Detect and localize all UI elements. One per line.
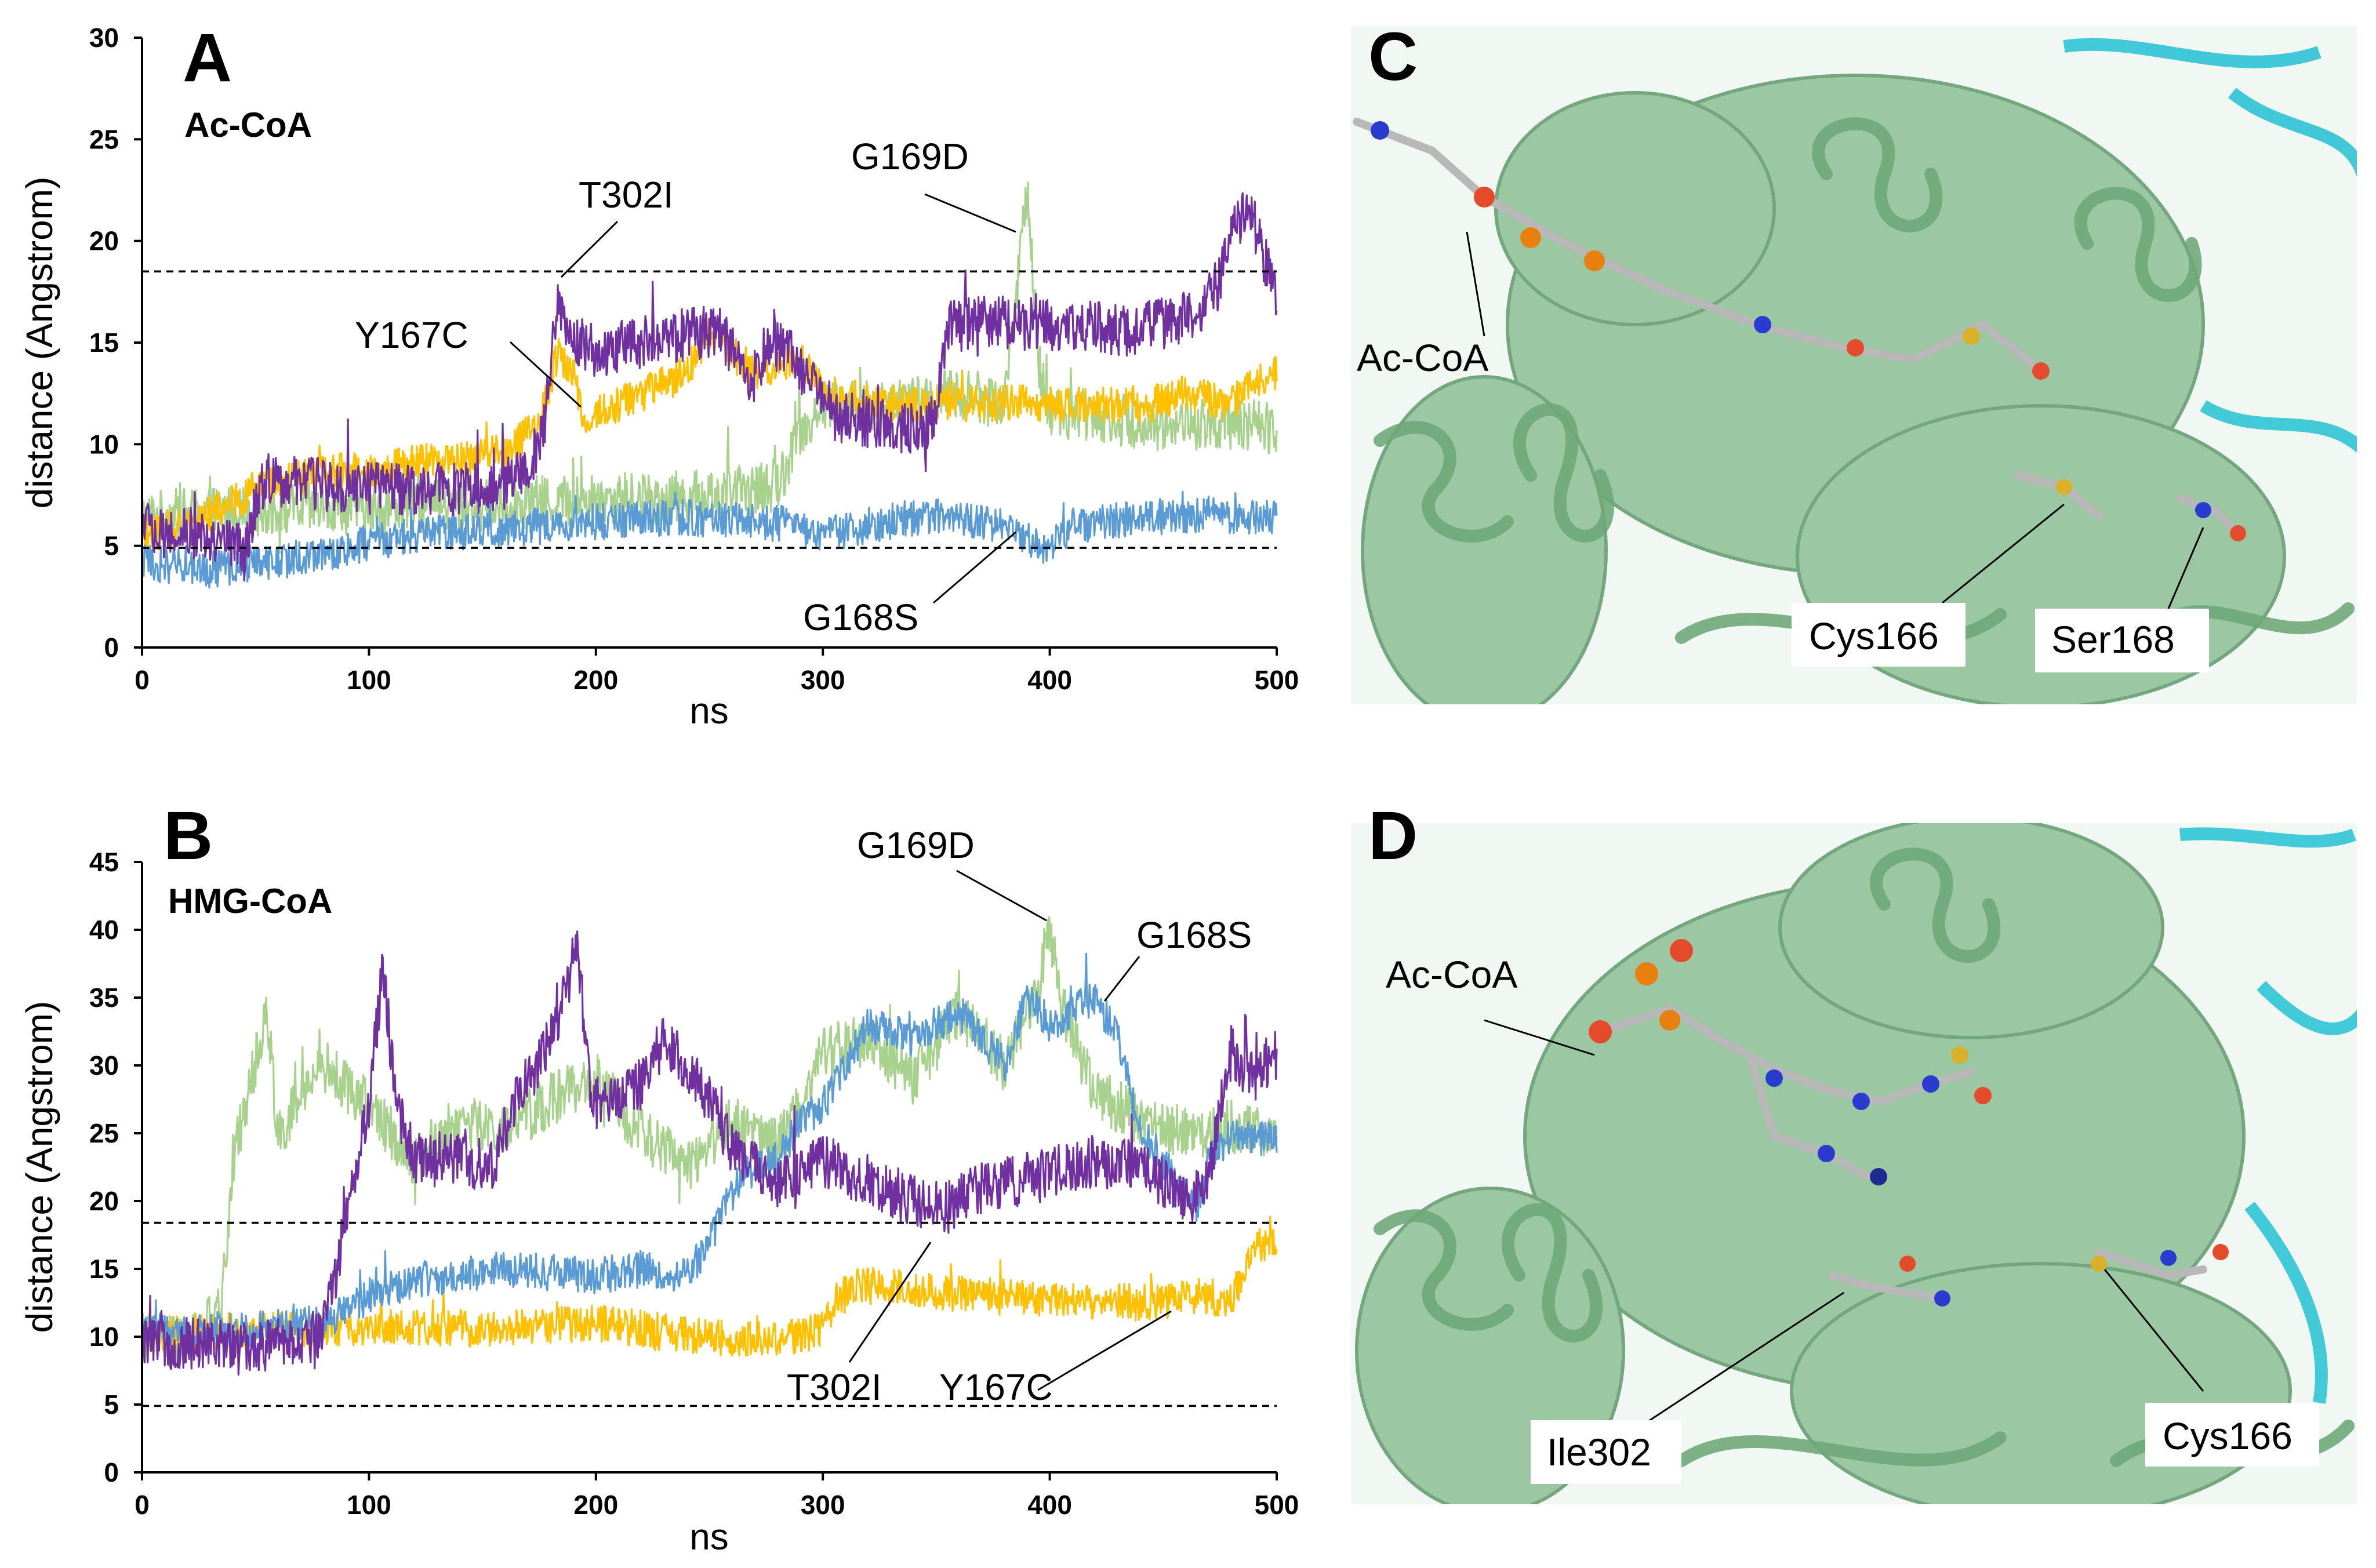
chart-b-xtick-label: 0 — [135, 1490, 150, 1520]
chart-b-ytick-label: 45 — [89, 847, 119, 877]
chart-b-ytick-label: 0 — [104, 1457, 119, 1487]
chart-a-ylabel: distance (Angstrom) — [19, 177, 60, 509]
panel-d-leader-cys — [2103, 1269, 2204, 1392]
chart-b-series-g169d — [141, 916, 1278, 1367]
chart-a-ytick-label: 15 — [89, 328, 119, 358]
chart-a-letter: A — [183, 20, 232, 96]
panel-c-label-acoa: Ac-CoA — [1357, 336, 1488, 379]
panel-c-leader-ser — [2167, 527, 2204, 609]
chart-b-ytick-label: 15 — [89, 1254, 119, 1284]
chart-b-leader-g168s — [1103, 956, 1140, 1002]
chart-b-xtick-label: 500 — [1255, 1490, 1299, 1520]
chart-b-xtick-label: 100 — [347, 1490, 391, 1520]
chart-b-leader-y167c — [1037, 1310, 1172, 1391]
chart-a-xtick-label: 200 — [573, 665, 618, 695]
chart-b-xtick-label: 300 — [801, 1490, 845, 1520]
panel-d-leader-acoa — [1484, 1019, 1595, 1056]
panel-c-leader-cys — [1942, 503, 2065, 604]
chart-a-leader-g169d — [924, 193, 1016, 233]
chart-a-label-g168s: G168S — [803, 596, 918, 638]
panel-c-letter: C — [1368, 19, 1418, 95]
chart-b-leader-g169d — [956, 870, 1047, 922]
chart-a-series — [141, 181, 1278, 589]
panel-d-label-cys166: Cys166 — [2163, 1414, 2293, 1457]
chart-b-leader-t302i — [848, 1242, 932, 1363]
chart-a-ytick-label: 20 — [89, 226, 119, 256]
chart-b-xtick-label: 400 — [1027, 1490, 1072, 1520]
chart-b: 0 100 200 300 400 500 0 5 10 15 20 25 30 35 40 45 dista… — [19, 798, 1299, 1558]
panel-d-label-acoa: Ac-CoA — [1386, 953, 1517, 996]
chart-a-xtick-label: 300 — [801, 665, 845, 695]
chart-b-ylabel: distance (Angstrom) — [19, 1001, 60, 1333]
chart-b-label-t302i: T302I — [787, 1366, 882, 1408]
chart-b-series — [141, 916, 1278, 1376]
chart-a-leader-y167c — [509, 341, 582, 408]
panel-d-letter: D — [1368, 798, 1418, 874]
chart-a-series-t302i — [141, 192, 1278, 582]
chart-b-series-y167c — [141, 1216, 1278, 1361]
chart-a-xtick-label: 500 — [1255, 665, 1299, 695]
chart-b-series-t302i — [141, 930, 1278, 1376]
chart-b-ytick-label: 35 — [89, 983, 119, 1013]
chart-a-ytick-label: 10 — [89, 429, 119, 459]
chart-b-ytick-label: 10 — [89, 1322, 119, 1352]
panel-d-label-ile302: Ile302 — [1547, 1431, 1651, 1474]
chart-a-label-y167c: Y167C — [355, 314, 468, 356]
chart-a-xtick-label: 100 — [347, 665, 391, 695]
chart-a-ytick-label: 5 — [104, 531, 119, 561]
chart-a-ytick-label: 30 — [89, 23, 119, 53]
panel-d-structure: Ac-CoA Ile302 Cys166 — [1351, 823, 2357, 1504]
panel-c-leader-acoa — [1466, 231, 1485, 337]
chart-b-ytick-label: 30 — [89, 1050, 119, 1080]
chart-a-xtick-label: 400 — [1027, 665, 1072, 695]
panel-c-label-cys166: Cys166 — [1809, 614, 1939, 657]
chart-b-xlabel: ns — [689, 1516, 729, 1558]
chart-b-label-g168s: G168S — [1136, 914, 1252, 956]
chart-b-subtitle: HMG-CoA — [168, 882, 332, 921]
chart-b-xtick-label: 200 — [573, 1490, 618, 1520]
chart-b-ytick-label: 5 — [104, 1389, 119, 1420]
chart-a-leader-t302i — [560, 220, 619, 278]
chart-b-label-y167c: Y167C — [939, 1366, 1053, 1408]
chart-a-series-g169d — [141, 181, 1278, 554]
chart-b-letter: B — [164, 798, 213, 874]
chart-a-xlabel: ns — [689, 690, 729, 732]
chart-b-ytick-label: 40 — [89, 915, 119, 945]
chart-a-ytick-label: 25 — [89, 124, 119, 154]
chart-a-ytick-label: 0 — [104, 632, 119, 663]
chart-b-ytick-label: 25 — [89, 1118, 119, 1148]
chart-a-label-g169d: G169D — [851, 136, 969, 177]
chart-a-subtitle: Ac-CoA — [184, 105, 312, 144]
chart-a: 0 100 200 300 400 500 0 5 10 15 20 25 30 distance (A… — [19, 20, 1299, 732]
chart-b-series-g168s — [141, 952, 1278, 1350]
chart-a-leader-g168s — [933, 531, 1016, 604]
chart-a-xtick-label: 0 — [135, 665, 150, 695]
chart-b-ytick-label: 20 — [89, 1186, 119, 1216]
panel-d-leader-ile — [1623, 1291, 1844, 1439]
chart-b-label-g169d: G169D — [857, 824, 975, 866]
panel-c-label-ser168: Ser168 — [2051, 618, 2175, 661]
chart-a-label-t302i: T302I — [579, 174, 674, 216]
panel-c-structure: Ac-CoA Cys166 Ser168 — [1351, 26, 2357, 704]
